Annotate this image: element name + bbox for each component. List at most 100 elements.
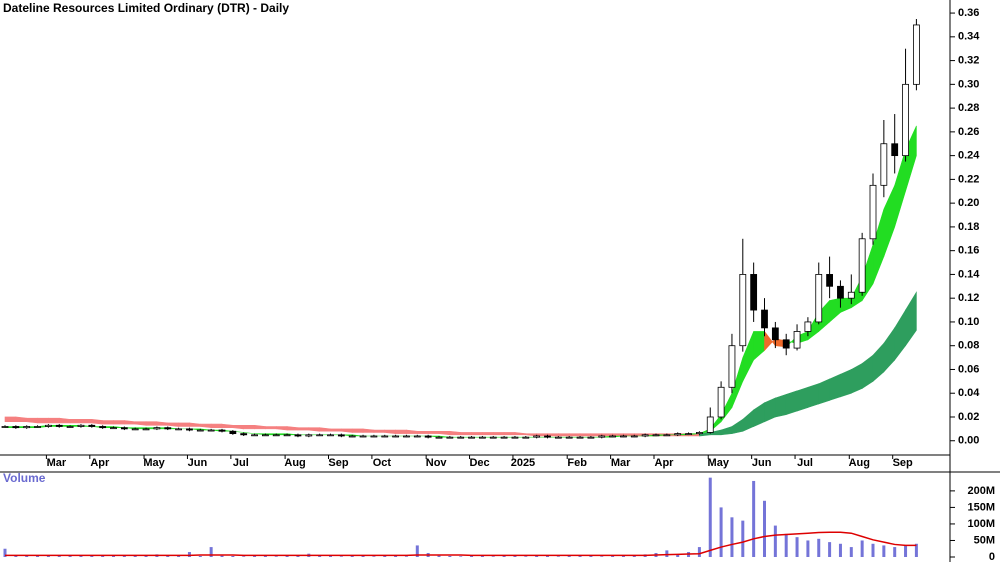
long-band-segment xyxy=(514,432,527,436)
candle-body xyxy=(685,433,692,436)
chart-title: Dateline Resources Limited Ordinary (DTR… xyxy=(3,1,289,15)
y-tick-label: 0.22 xyxy=(958,173,979,185)
long-band-segment xyxy=(156,421,169,426)
candle-body xyxy=(620,435,627,438)
volume-bar xyxy=(79,556,83,557)
volume-bar xyxy=(621,556,625,557)
long-band-segment xyxy=(189,422,201,427)
long-band-segment xyxy=(373,429,386,433)
long-band-segment xyxy=(113,420,125,425)
candle-body xyxy=(12,426,20,429)
volume-bar xyxy=(730,517,734,557)
long-band-segment xyxy=(720,426,733,436)
long-band-segment xyxy=(406,429,418,434)
candle-body xyxy=(1,426,9,428)
candle-body xyxy=(511,436,519,439)
short-band-segment xyxy=(829,297,841,323)
x-tick-label: Apr xyxy=(90,457,110,469)
volume-bar xyxy=(231,556,235,557)
candle-body xyxy=(381,435,389,438)
y-tick-label: 0.28 xyxy=(958,102,979,114)
candle-body xyxy=(489,436,497,439)
candle-body xyxy=(88,424,96,427)
volume-bar xyxy=(524,556,528,557)
candle-body xyxy=(544,435,551,438)
volume-bar xyxy=(491,556,495,557)
candle-body xyxy=(793,331,801,349)
x-tick-label: Nov xyxy=(426,457,448,469)
long-band-segment xyxy=(275,426,288,431)
volume-bar xyxy=(133,555,137,557)
long-band-segment xyxy=(492,432,505,436)
y-tick-label: 0.32 xyxy=(958,54,979,66)
x-tick-label: Oct xyxy=(373,457,392,469)
candle-body xyxy=(294,434,302,437)
y-tick-label: 0.24 xyxy=(958,150,980,162)
long-band-segment xyxy=(330,428,342,432)
x-tick-label: Aug xyxy=(284,457,305,469)
candle-body xyxy=(240,433,248,436)
candle-body xyxy=(815,274,823,323)
long-band-segment xyxy=(58,417,71,424)
candle-body xyxy=(446,436,454,439)
candle-body xyxy=(327,434,334,437)
long-band-segment xyxy=(254,424,266,430)
candle-body xyxy=(761,309,768,329)
candle-body xyxy=(533,435,541,438)
y-tick-label: 0.04 xyxy=(958,387,980,399)
candle-body xyxy=(468,436,475,439)
x-tick-label: Apr xyxy=(655,457,675,469)
volume-bar xyxy=(36,555,40,557)
volume-bar xyxy=(318,556,322,557)
candle-body xyxy=(717,386,725,418)
candle-body xyxy=(696,432,703,435)
x-tick-label: Jun xyxy=(188,457,208,469)
candle-body xyxy=(706,416,714,433)
candle-body xyxy=(837,285,844,299)
long-band-segment xyxy=(319,427,331,432)
long-band-segment xyxy=(753,402,765,427)
long-band-segment xyxy=(850,363,863,394)
candle-body xyxy=(99,426,107,429)
x-tick-label: Jul xyxy=(233,457,249,469)
volume-bar xyxy=(600,556,604,557)
long-band-segment xyxy=(894,308,906,361)
candle-body xyxy=(424,435,432,438)
candle-body xyxy=(23,426,31,429)
candle-body xyxy=(478,436,486,439)
volume-bar xyxy=(361,556,365,557)
volume-bar xyxy=(741,520,745,557)
candle-body xyxy=(207,429,215,432)
x-tick-label: Sep xyxy=(893,457,913,469)
long-band-segment xyxy=(775,393,787,418)
long-band-segment xyxy=(221,423,234,428)
volume-tick-label: 150M xyxy=(967,501,995,513)
volume-bar xyxy=(3,548,7,557)
long-band-segment xyxy=(145,421,158,426)
candle-body xyxy=(45,424,52,427)
volume-tick-label: 50M xyxy=(974,534,995,546)
volume-bar xyxy=(828,542,832,557)
candle-body xyxy=(891,143,899,157)
volume-bar xyxy=(513,556,517,557)
y-tick-label: 0.18 xyxy=(958,221,979,233)
x-tick-label: Aug xyxy=(849,457,870,469)
long-band-segment xyxy=(558,433,570,437)
volume-bar xyxy=(784,533,788,557)
long-band-segment xyxy=(4,416,17,423)
candle-body xyxy=(500,436,508,439)
y-tick-label: 0.00 xyxy=(958,435,979,447)
candle-body xyxy=(847,291,855,299)
long-band-segment xyxy=(48,417,60,424)
candle-body xyxy=(305,434,313,437)
long-band-segment xyxy=(308,427,320,432)
x-tick-label: Jul xyxy=(797,457,813,469)
long-band-segment xyxy=(568,433,581,437)
candle-body xyxy=(609,435,616,438)
volume-bar xyxy=(198,556,202,557)
short-band-segment xyxy=(753,331,765,361)
volume-bar xyxy=(122,556,126,557)
candle-body xyxy=(902,83,909,157)
candle-body xyxy=(750,274,758,311)
